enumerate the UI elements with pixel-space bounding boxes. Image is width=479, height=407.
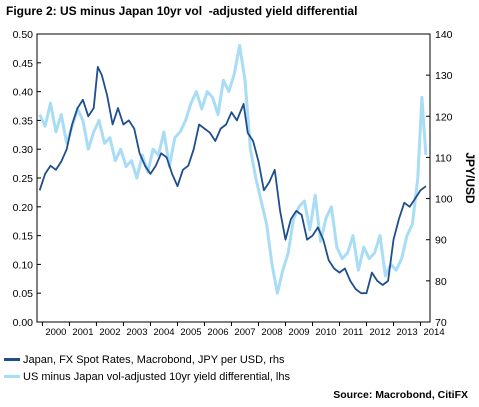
- right-tick-label: 130: [435, 70, 453, 82]
- legend-swatch-yield: [4, 375, 20, 378]
- left-tick-label: 0.05: [13, 288, 34, 300]
- x-tick-label: 2000: [45, 327, 66, 338]
- x-tick-label: 2007: [234, 327, 255, 338]
- series-line-jpy-usd: [38, 66, 427, 295]
- right-axis: 70 80 90 100 110 120 130 140: [426, 29, 453, 329]
- x-tick-label: 2011: [343, 327, 363, 338]
- left-tick-label: 0.50: [13, 29, 34, 41]
- left-tick-label: 0.40: [13, 87, 34, 99]
- right-tick-label: 110: [435, 152, 452, 164]
- left-tick-label: 0.25: [13, 173, 34, 185]
- right-tick-label: 120: [435, 111, 453, 123]
- x-tick-label: 2013: [396, 327, 417, 338]
- x-tick-label: 2004: [153, 327, 174, 338]
- right-axis-label: JPY/USD: [463, 152, 477, 204]
- x-tick-label: 2010: [315, 327, 336, 338]
- x-tick-label: 2001: [72, 327, 93, 338]
- series-layer: [38, 44, 428, 295]
- legend-label-fx: Japan, FX Spot Rates, Macrobond, JPY per…: [23, 353, 285, 366]
- x-tick-label: 2009: [288, 327, 309, 338]
- source-note: Source: Macrobond, CitiFX: [333, 389, 468, 401]
- left-axis: 0.00 0.05 0.10 0.15 0.20 0.25 0.30 0.35 0.40 0.45…: [13, 29, 41, 329]
- left-tick-label: 0.35: [13, 115, 34, 127]
- right-tick-label: 90: [435, 235, 447, 247]
- legend-label-yield: US minus Japan vol-adjusted 10yr yield d…: [23, 370, 290, 383]
- legend-item-yield: US minus Japan vol-adjusted 10yr yield d…: [4, 368, 290, 385]
- x-tick-label: 2002: [99, 327, 120, 338]
- x-tick-label: 2006: [207, 327, 228, 338]
- x-tick-label: 2014: [423, 327, 444, 338]
- x-tick-label: 2012: [369, 327, 390, 338]
- left-tick-label: 0.20: [13, 202, 34, 214]
- right-tick-label: 100: [435, 194, 453, 206]
- right-tick-label: 80: [435, 276, 447, 288]
- x-tick-label: 2005: [180, 327, 201, 338]
- right-tick-label: 140: [435, 29, 453, 41]
- left-tick-label: 0.45: [13, 58, 34, 70]
- left-tick-label: 0.15: [13, 231, 34, 243]
- chart-title: Figure 2: US minus Japan 10yr vol -adjus…: [6, 4, 358, 18]
- series-line-yield-differential: [38, 44, 428, 295]
- x-tick-label: 2003: [126, 327, 147, 338]
- left-tick-label: 0.00: [13, 317, 34, 329]
- legend-item-fx: Japan, FX Spot Rates, Macrobond, JPY per…: [4, 351, 290, 368]
- legend: Japan, FX Spot Rates, Macrobond, JPY per…: [4, 351, 290, 385]
- x-axis: 2000 2001 2002 2003 2004 2005 2006 2007 2008 2009…: [41, 322, 445, 338]
- left-tick-label: 0.30: [13, 144, 34, 156]
- legend-swatch-fx: [4, 358, 20, 361]
- right-tick-label: 70: [435, 317, 447, 329]
- x-tick-label: 2008: [261, 327, 282, 338]
- left-tick-label: 0.10: [13, 259, 34, 271]
